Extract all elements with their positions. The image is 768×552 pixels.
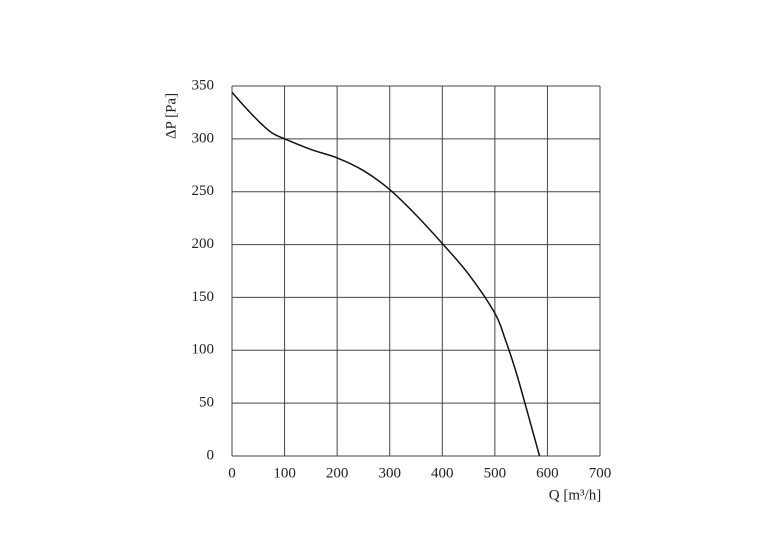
y-tick-label: 250: [192, 183, 215, 199]
x-tick-label: 500: [484, 465, 507, 481]
y-tick-label: 50: [199, 395, 214, 411]
x-tick-label: 600: [536, 465, 559, 481]
curve: [231, 91, 541, 457]
y-axis-label: ΔP [Pa]: [163, 93, 179, 139]
x-tick-label: 400: [431, 465, 454, 481]
y-tick-label: 300: [192, 130, 215, 146]
x-tick-label: 100: [273, 465, 296, 481]
x-axis-label: Q [m³/h]: [549, 487, 601, 503]
x-tick-label: 0: [228, 465, 236, 481]
x-tick-label: 200: [326, 465, 349, 481]
y-tick-label: 100: [192, 342, 215, 358]
y-tick-label: 200: [192, 236, 215, 252]
y-tick-label: 350: [192, 77, 215, 93]
y-tick-label: 0: [207, 447, 215, 463]
x-tick-label: 300: [378, 465, 401, 481]
x-tick-label: 700: [589, 465, 612, 481]
y-tick-label: 150: [192, 289, 215, 305]
